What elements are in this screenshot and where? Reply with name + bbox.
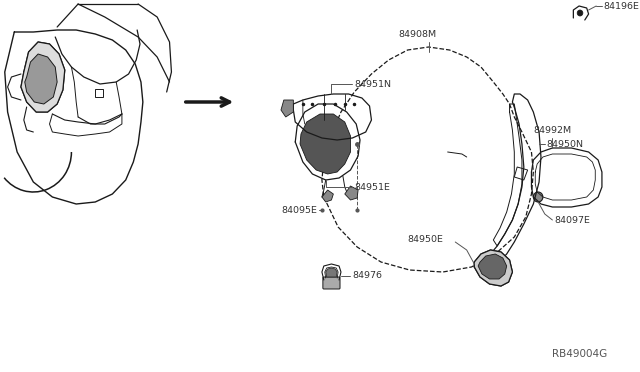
Text: 84951N: 84951N	[355, 80, 391, 89]
Circle shape	[577, 10, 583, 16]
Text: 84950E: 84950E	[408, 234, 444, 244]
Polygon shape	[322, 190, 333, 202]
Polygon shape	[345, 186, 358, 200]
Text: 84095E: 84095E	[281, 205, 317, 215]
Polygon shape	[478, 254, 507, 279]
Text: 84976: 84976	[353, 272, 382, 280]
Text: 84097E: 84097E	[554, 215, 590, 224]
Text: 84951E: 84951E	[355, 183, 390, 192]
Text: RB49004G: RB49004G	[552, 349, 607, 359]
Polygon shape	[281, 100, 293, 117]
Text: 84950N: 84950N	[547, 140, 584, 148]
Polygon shape	[25, 54, 57, 104]
Text: 84908M: 84908M	[398, 29, 436, 38]
Polygon shape	[300, 114, 351, 174]
Circle shape	[533, 192, 543, 202]
Text: 84992M: 84992M	[533, 125, 572, 135]
Polygon shape	[326, 268, 337, 277]
Polygon shape	[474, 250, 513, 286]
Text: 84196E: 84196E	[603, 1, 639, 10]
Polygon shape	[21, 42, 65, 112]
FancyBboxPatch shape	[323, 277, 340, 289]
